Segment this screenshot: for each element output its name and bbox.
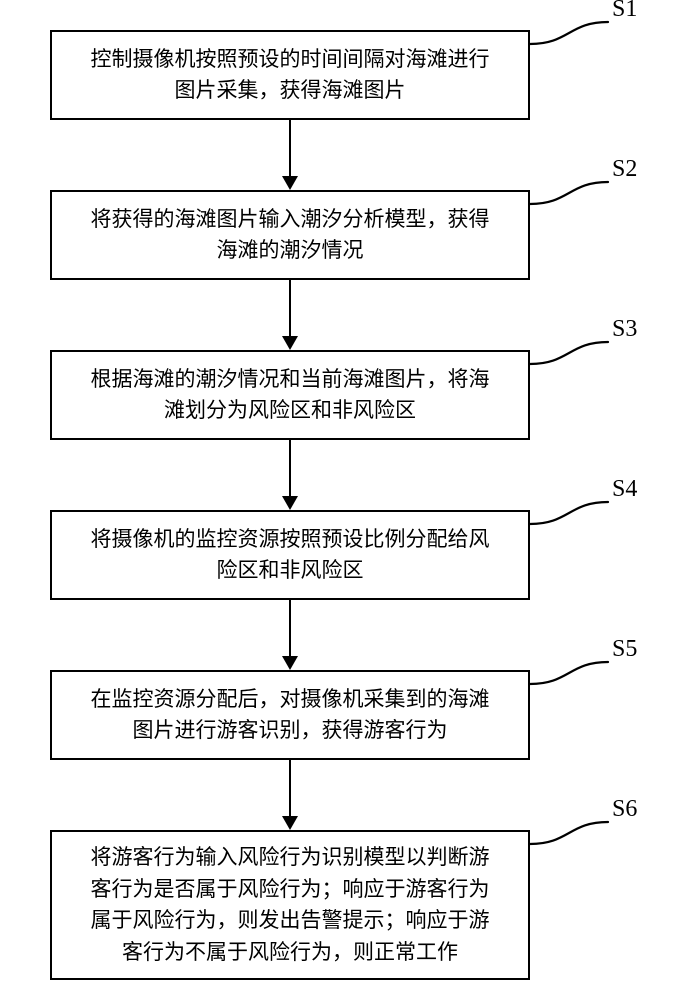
step-text: 根据海滩的潮汐情况和当前海滩图片，将海滩划分为风险区和非风险区: [82, 364, 498, 427]
step-text: 将游客行为输入风险行为识别模型以判断游客行为是否属于风险行为；响应于游客行为属于…: [82, 842, 498, 968]
step-box-s1: 控制摄像机按照预设的时间间隔对海滩进行图片采集，获得海滩图片: [50, 30, 530, 120]
step-label-s1: S1: [612, 0, 637, 23]
step-label-s3: S3: [612, 316, 637, 343]
step-text: 控制摄像机按照预设的时间间隔对海滩进行图片采集，获得海滩图片: [82, 44, 498, 107]
step-box-s4: 将摄像机的监控资源按照预设比例分配给风险区和非风险区: [50, 510, 530, 600]
step-box-s6: 将游客行为输入风险行为识别模型以判断游客行为是否属于风险行为；响应于游客行为属于…: [50, 830, 530, 980]
step-text: 在监控资源分配后，对摄像机采集到的海滩图片进行游客识别，获得游客行为: [82, 684, 498, 747]
step-label-s5: S5: [612, 636, 637, 663]
step-label-s4: S4: [612, 476, 637, 503]
step-box-s2: 将获得的海滩图片输入潮汐分析模型，获得海滩的潮汐情况: [50, 190, 530, 280]
step-box-s5: 在监控资源分配后，对摄像机采集到的海滩图片进行游客识别，获得游客行为: [50, 670, 530, 760]
step-text: 将摄像机的监控资源按照预设比例分配给风险区和非风险区: [82, 524, 498, 587]
step-text: 将获得的海滩图片输入潮汐分析模型，获得海滩的潮汐情况: [82, 204, 498, 267]
step-label-s2: S2: [612, 156, 637, 183]
step-label-s6: S6: [612, 796, 637, 823]
step-box-s3: 根据海滩的潮汐情况和当前海滩图片，将海滩划分为风险区和非风险区: [50, 350, 530, 440]
